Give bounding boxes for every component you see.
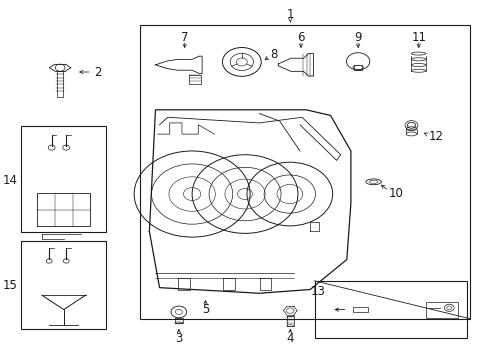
Bar <box>353 307 367 312</box>
Text: 14: 14 <box>3 174 18 186</box>
Text: 11: 11 <box>410 31 426 44</box>
Text: 5: 5 <box>202 303 209 316</box>
Bar <box>140 25 468 319</box>
Bar <box>425 302 457 318</box>
Text: 9: 9 <box>354 31 361 44</box>
Bar <box>21 126 106 232</box>
Bar <box>21 241 106 329</box>
Text: 1: 1 <box>286 8 293 21</box>
Text: 2: 2 <box>94 66 102 78</box>
Text: 4: 4 <box>286 332 293 345</box>
Text: 3: 3 <box>175 332 182 345</box>
Text: 13: 13 <box>310 285 325 298</box>
Text: 7: 7 <box>181 31 188 44</box>
Bar <box>314 281 466 338</box>
Text: 8: 8 <box>269 48 277 61</box>
Text: 15: 15 <box>3 279 18 292</box>
Text: 6: 6 <box>297 31 304 44</box>
Text: 12: 12 <box>427 130 443 143</box>
Text: 10: 10 <box>387 187 402 200</box>
